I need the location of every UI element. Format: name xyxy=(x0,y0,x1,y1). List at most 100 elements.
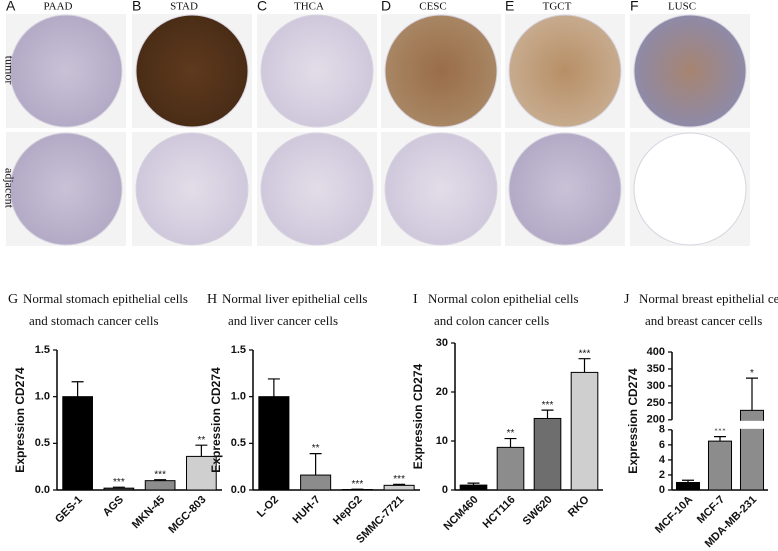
x-tick-label: HUH-7 xyxy=(291,494,323,526)
chart-title: and breast cancer cells xyxy=(645,313,762,328)
x-tick-label: GES-1 xyxy=(53,494,85,526)
panel-letter: C xyxy=(257,0,267,14)
bar xyxy=(459,484,488,491)
y-tick-label: 1.5 xyxy=(231,344,246,356)
charts: G Normal stomach epithelial cells and stom… xyxy=(8,291,778,550)
chart-title: Normal breast epithelial cells xyxy=(639,291,778,306)
x-tick-label: MCF-10A xyxy=(653,494,695,536)
bar xyxy=(144,480,176,491)
chart: I Normal colon epithelial cells and colon … xyxy=(411,291,603,533)
error-bar xyxy=(714,436,726,442)
y-tick-label: 350 xyxy=(647,363,665,375)
tissue-core xyxy=(633,132,747,246)
tissue-core xyxy=(633,14,747,128)
y-tick-label: 10 xyxy=(436,435,448,447)
tissue-label: PAAD xyxy=(44,1,73,13)
error-bar xyxy=(393,483,406,486)
error-bar xyxy=(71,381,84,397)
ihc-panels: A PAAD B STAD C THCA D CESC E TGCT F LUSC tumor adjac… xyxy=(2,0,750,246)
bar xyxy=(62,396,93,491)
error-bar xyxy=(112,486,125,489)
x-tick-label: SW620 xyxy=(521,494,555,528)
significance: ** xyxy=(507,428,515,439)
bar xyxy=(300,474,332,491)
error-bar xyxy=(746,377,758,411)
error-bar xyxy=(541,409,554,419)
panel-letter: H xyxy=(207,292,217,307)
error-bar xyxy=(578,358,591,373)
significance: *** xyxy=(352,479,364,490)
tissue-label: CESC xyxy=(419,1,447,13)
y-axis-label: Expression CD274 xyxy=(13,367,27,473)
chart-title: Normal stomach epithelial cells xyxy=(23,291,188,306)
error-bar xyxy=(154,479,167,481)
axis-break xyxy=(664,420,770,429)
tissue-label: TGCT xyxy=(543,1,572,13)
significance: ** xyxy=(312,443,320,454)
tissue-core xyxy=(9,14,123,128)
x-tick-label: NCM460 xyxy=(441,494,480,533)
significance: * xyxy=(750,368,754,379)
y-tick-label: 4 xyxy=(659,454,666,466)
y-tick-label: 0.5 xyxy=(231,437,246,449)
bar xyxy=(496,446,525,491)
y-tick-label: 6 xyxy=(659,439,665,451)
bar xyxy=(570,371,599,491)
y-tick-label: 0.0 xyxy=(231,484,246,496)
tissue-core xyxy=(260,14,374,128)
y-tick-label: 300 xyxy=(647,380,665,392)
row-label: adjacent xyxy=(2,168,16,209)
bar xyxy=(383,484,415,491)
chart-title: Normal colon epithelial cells xyxy=(428,291,579,306)
panel-letter: F xyxy=(630,0,639,14)
row-label: tumor xyxy=(2,56,16,85)
y-tick-label: 0 xyxy=(442,484,448,496)
x-tick-label: HepG2 xyxy=(331,494,365,528)
y-axis-label: Expression CD274 xyxy=(411,363,425,469)
x-tick-label: RKO xyxy=(566,493,592,519)
tissue-core xyxy=(508,132,622,246)
bar xyxy=(533,417,562,491)
x-tick-label: MKN-45 xyxy=(130,494,167,531)
error-bar xyxy=(467,482,480,486)
tissue-core xyxy=(260,132,374,246)
bar xyxy=(707,440,733,491)
tissue-core xyxy=(135,14,249,128)
panel-letter: E xyxy=(505,0,514,14)
tissue-label: THCA xyxy=(294,1,324,13)
chart: J Normal breast epithelial cells and breas… xyxy=(624,291,778,550)
bar xyxy=(186,455,217,491)
y-tick-label: 1.0 xyxy=(231,391,246,403)
bar xyxy=(103,487,135,491)
chart-title: and stomach cancer cells xyxy=(29,313,159,328)
y-tick-label: 0 xyxy=(659,484,665,496)
chart-title: and colon cancer cells xyxy=(434,313,549,328)
significance: *** xyxy=(154,469,166,480)
panel-letter: B xyxy=(132,0,141,14)
error-bar xyxy=(195,444,208,457)
x-tick-label: MGC-803 xyxy=(166,494,208,536)
chart-title: and liver cancer cells xyxy=(228,313,338,328)
chart-title: Normal liver epithelial cells xyxy=(222,291,367,306)
tissue-core xyxy=(384,132,498,246)
y-tick-label: 0.0 xyxy=(35,484,50,496)
error-bar xyxy=(504,437,517,448)
y-tick-label: 1.0 xyxy=(35,391,50,403)
tissue-core xyxy=(384,14,498,128)
panel-letter: A xyxy=(6,0,16,14)
tissue-core xyxy=(9,132,123,246)
y-tick-label: 250 xyxy=(647,397,665,409)
y-tick-label: 2 xyxy=(659,469,665,481)
y-tick-label: 0.5 xyxy=(35,437,50,449)
y-tick-label: 8 xyxy=(659,424,665,436)
y-tick-label: 20 xyxy=(436,386,448,398)
y-axis-label: Expression CD274 xyxy=(209,367,223,473)
panel-letter: I xyxy=(413,292,418,307)
tissue-label: STAD xyxy=(170,1,198,13)
y-axis-label: Expression CD274 xyxy=(626,368,640,474)
significance: *** xyxy=(579,348,591,359)
y-tick-label: 30 xyxy=(436,337,448,349)
y-tick-label: 1.5 xyxy=(35,344,50,356)
error-bar xyxy=(267,378,280,397)
